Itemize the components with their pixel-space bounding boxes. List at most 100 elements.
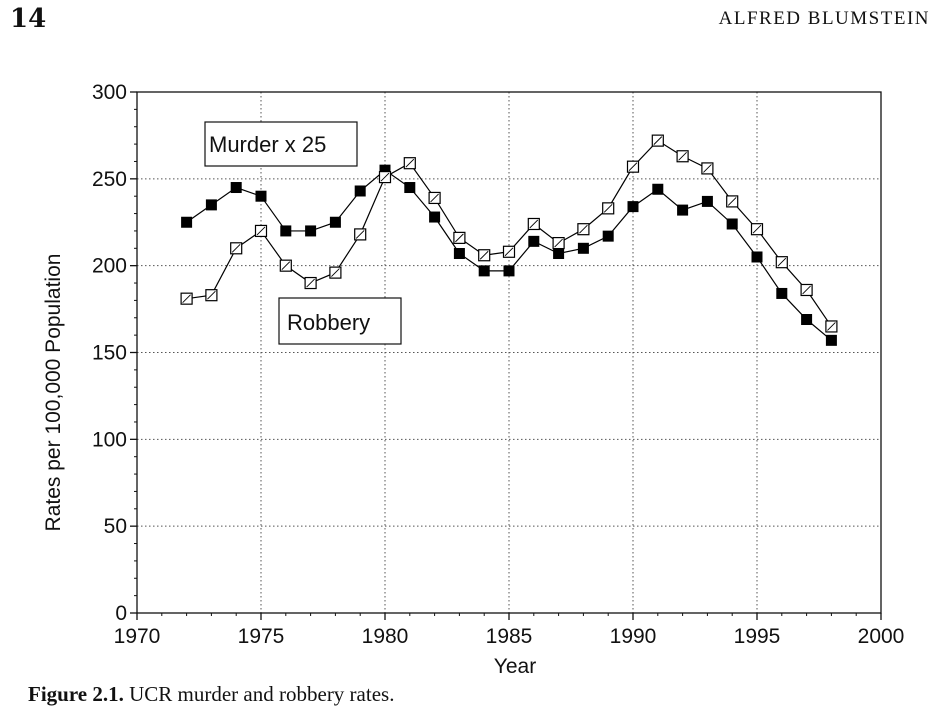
- data-point-murder: [751, 251, 763, 263]
- data-point-robbery: [726, 195, 739, 208]
- data-point-robbery: [527, 217, 540, 231]
- data-point-murder: [627, 201, 639, 213]
- x-tick-label: 1985: [486, 625, 533, 648]
- data-point-murder: [453, 248, 465, 260]
- data-point-murder: [701, 195, 713, 207]
- data-point-robbery: [701, 162, 714, 175]
- marker-slash: [603, 204, 613, 213]
- data-point-robbery: [626, 160, 640, 173]
- data-point-murder: [652, 183, 664, 195]
- data-point-murder: [305, 225, 317, 237]
- marker-slash: [827, 322, 836, 331]
- data-point-murder: [801, 314, 813, 326]
- label-layer: Murder x 25 Robbery: [204, 121, 402, 345]
- data-point-robbery: [825, 320, 838, 333]
- data-point-murder: [181, 216, 193, 228]
- y-tick-label: 0: [115, 602, 127, 625]
- x-tick-label: 2000: [858, 625, 905, 648]
- marker-slash: [678, 151, 687, 161]
- marker-slash: [281, 261, 291, 270]
- data-point-robbery: [205, 289, 218, 302]
- marker-slash: [802, 285, 811, 295]
- marker-slash: [653, 136, 663, 145]
- marker-slash: [529, 219, 539, 229]
- marker-slash: [455, 233, 464, 243]
- data-point-murder: [354, 185, 366, 197]
- data-point-murder: [230, 182, 242, 194]
- marker-slash: [504, 247, 514, 257]
- data-point-murder: [255, 190, 267, 202]
- running-head: ALFRED BLUMSTEIN: [718, 8, 930, 29]
- data-point-robbery: [750, 223, 764, 236]
- data-point-murder: [825, 334, 837, 346]
- data-point-murder: [602, 230, 614, 242]
- data-point-robbery: [230, 242, 243, 255]
- annotation-box-robbery: [278, 297, 402, 345]
- y-axis-label: Rates per 100,000 Population: [42, 254, 65, 532]
- y-tick-label: 200: [92, 255, 127, 278]
- data-point-robbery: [279, 259, 292, 272]
- data-point-robbery: [403, 157, 416, 170]
- data-point-robbery: [502, 245, 516, 258]
- y-tick-label: 250: [92, 168, 127, 191]
- data-point-murder: [478, 265, 490, 277]
- marker-slash: [256, 226, 266, 236]
- data-point-murder: [503, 265, 515, 277]
- gridlines: [137, 92, 881, 613]
- x-tick-label: 1970: [114, 625, 161, 648]
- data-point-robbery: [602, 202, 615, 215]
- marker-slash: [752, 224, 762, 234]
- data-point-murder: [329, 216, 341, 228]
- marker-slash: [355, 230, 365, 239]
- marker-slash: [231, 243, 241, 253]
- marker-slash: [703, 164, 712, 173]
- marker-slash: [380, 172, 390, 182]
- annotation-label-robbery: Robbery: [287, 310, 370, 335]
- data-point-robbery: [378, 170, 392, 184]
- data-point-robbery: [775, 256, 788, 269]
- data-point-robbery: [552, 236, 565, 250]
- data-point-murder: [776, 287, 788, 299]
- x-tick-label: 1995: [734, 625, 781, 648]
- data-point-murder: [677, 204, 689, 216]
- data-point-robbery: [329, 266, 342, 279]
- data-point-robbery: [676, 150, 689, 163]
- marker-slash: [331, 268, 340, 277]
- x-tick-label: 1990: [610, 625, 657, 648]
- marker-slash: [579, 224, 588, 234]
- data-point-murder: [404, 182, 416, 194]
- data-point-murder: [528, 235, 540, 247]
- data-point-murder: [429, 211, 441, 223]
- data-point-robbery: [800, 283, 813, 297]
- marker-slash: [306, 278, 315, 288]
- data-point-robbery: [478, 249, 491, 262]
- marker-slash: [182, 294, 191, 303]
- data-point-robbery: [651, 134, 664, 147]
- series-layer: [180, 134, 838, 346]
- figure-caption: Figure 2.1. UCR murder and robbery rates…: [28, 682, 394, 707]
- x-axis-label: Year: [494, 655, 536, 678]
- y-tick-label: 50: [104, 515, 127, 538]
- data-point-robbery: [180, 292, 193, 305]
- marker-slash: [777, 257, 787, 267]
- x-tick-label: 1980: [362, 625, 409, 648]
- data-point-robbery: [254, 224, 268, 238]
- figure-caption-text: UCR murder and robbery rates.: [129, 682, 395, 706]
- x-tick-label: 1975: [238, 625, 285, 648]
- data-point-robbery: [428, 191, 441, 205]
- data-point-robbery: [354, 228, 367, 241]
- data-point-robbery: [453, 231, 466, 244]
- y-tick-label: 150: [92, 342, 127, 365]
- axes: 0 50 100 150 200 250 300 1970 1975 1980 1985 1990 19…: [42, 81, 904, 678]
- data-point-murder: [726, 218, 738, 230]
- marker-slash: [554, 238, 563, 248]
- marker-slash: [628, 162, 638, 171]
- marker-slash: [727, 197, 737, 206]
- line-chart: 0 50 100 150 200 250 300 1970 1975 1980 1985 1990 19…: [42, 81, 904, 678]
- data-point-murder: [280, 225, 292, 237]
- figure-label: Figure 2.1.: [28, 682, 124, 706]
- y-tick-label: 300: [92, 81, 127, 104]
- data-point-murder: [553, 248, 565, 260]
- data-point-robbery: [304, 276, 317, 290]
- annotation-label-murder: Murder x 25: [209, 132, 326, 157]
